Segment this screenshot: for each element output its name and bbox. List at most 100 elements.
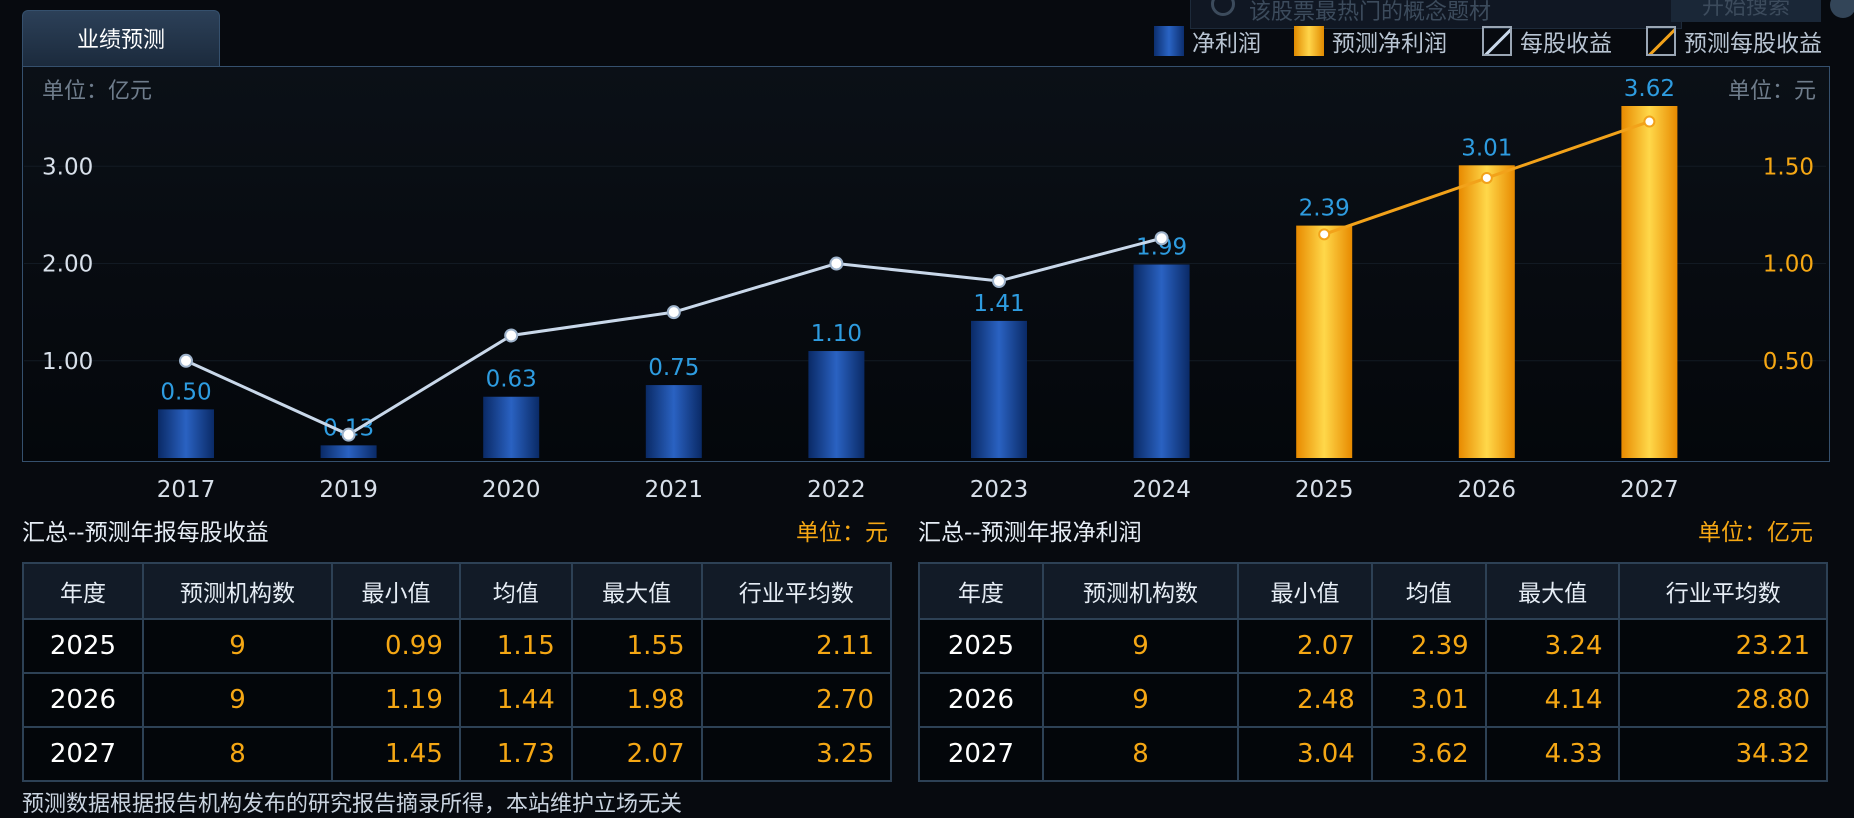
bar-value-label: 3.01	[1461, 135, 1512, 161]
table-row: 2026 9 1.19 1.44 1.98 2.70	[22, 672, 893, 728]
bar-value-label: 1.10	[811, 321, 862, 347]
table-cell: 8	[141, 726, 334, 782]
legend-forecast-eps[interactable]: 预测每股收益	[1646, 24, 1822, 58]
x-tick-label: 2023	[970, 477, 1029, 500]
search-button[interactable]: 开始搜索	[1671, 0, 1821, 22]
table-cell: 1.73	[458, 726, 573, 782]
bar-value-label: 3.62	[1624, 76, 1675, 102]
net-profit-bar	[1133, 264, 1190, 458]
table-cell: 9	[1041, 618, 1240, 674]
table-cell: 9	[141, 672, 334, 728]
left-tick-label: 3.00	[42, 154, 93, 180]
x-tick-label: 2020	[482, 477, 541, 500]
legend-label: 预测净利润	[1332, 31, 1447, 57]
table-cell: 3.62	[1370, 726, 1487, 782]
table-cell: 1.98	[570, 672, 703, 728]
column-header: 最大值	[1484, 562, 1621, 620]
table-cell: 3.01	[1370, 672, 1487, 728]
legend-label: 预测每股收益	[1684, 31, 1822, 57]
blue-bar-swatch-icon	[1154, 26, 1184, 56]
search-icon	[1211, 0, 1235, 16]
column-header: 年度	[918, 562, 1044, 620]
table-cell: 2025	[22, 618, 144, 674]
table-cell: 9	[141, 618, 334, 674]
table-cell: 2026	[22, 672, 144, 728]
eps-summary-table: 年度 预测机构数 最小值 均值 最大值 行业平均数 2025 9 0.99 1.…	[22, 562, 893, 782]
net-profit-bar	[158, 409, 214, 458]
table-cell: 3.04	[1237, 726, 1373, 782]
legend-net-profit[interactable]: 净利润	[1154, 24, 1261, 58]
table-cell: 2.70	[700, 672, 893, 728]
net-profit-bar	[808, 351, 865, 458]
x-tick-label: 2017	[157, 477, 216, 500]
table-cell: 2025	[918, 618, 1044, 674]
column-header: 最大值	[570, 562, 703, 620]
table-cell: 2.07	[570, 726, 703, 782]
table-cell: 34.32	[1618, 726, 1828, 782]
column-header: 均值	[458, 562, 573, 620]
left-tick-label: 2.00	[42, 252, 93, 278]
close-icon[interactable]	[1830, 0, 1854, 18]
x-tick-label: 2027	[1620, 477, 1679, 500]
right-tick-label: 1.50	[1763, 154, 1814, 180]
tab-performance-forecast[interactable]: 业绩预测	[22, 10, 220, 67]
table-row: 2026 9 2.48 3.01 4.14 28.80	[918, 672, 1828, 728]
footnote: 预测数据根据报告机构发布的研究报告摘录所得，本站维护立场无关	[22, 792, 683, 817]
table-cell: 8	[1041, 726, 1240, 782]
table-cell: 1.44	[458, 672, 573, 728]
table-cell: 2.39	[1370, 618, 1487, 674]
table-cell: 4.33	[1484, 726, 1621, 782]
x-tick-label: 2022	[807, 477, 866, 500]
bar-value-label: 0.75	[648, 355, 699, 381]
orange-line-swatch-icon	[1646, 26, 1676, 56]
column-header: 最小值	[331, 562, 461, 620]
column-header: 预测机构数	[1041, 562, 1240, 620]
forecast-eps-point	[1643, 115, 1656, 128]
left-tick-label: 1.00	[42, 349, 93, 375]
eps-summary-unit: 单位：元	[796, 520, 888, 546]
x-tick-label: 2024	[1132, 477, 1191, 500]
table-cell: 2027	[918, 726, 1044, 782]
table-cell: 1.19	[331, 672, 461, 728]
eps-point	[179, 353, 193, 368]
left-unit-label: 单位：亿元	[42, 79, 152, 104]
gold-bar-swatch-icon	[1294, 26, 1324, 56]
table-cell: 2026	[918, 672, 1044, 728]
white-line-swatch-icon	[1482, 26, 1512, 56]
forecast-eps-point	[1480, 171, 1493, 184]
legend-eps[interactable]: 每股收益	[1482, 24, 1612, 58]
table-cell: 2.48	[1237, 672, 1373, 728]
forecast-net-profit-bar	[1458, 165, 1515, 458]
table-row: 2027 8 1.45 1.73 2.07 3.25	[22, 726, 893, 782]
profit-summary-table: 年度 预测机构数 最小值 均值 最大值 行业平均数 2025 9 2.07 2.…	[918, 562, 1828, 782]
net-profit-bar	[971, 320, 1027, 458]
bar-value-label: 1.41	[973, 291, 1024, 317]
eps-point	[992, 274, 1006, 289]
table-row: 2027 8 3.04 3.62 4.33 34.32	[918, 726, 1828, 782]
legend-label: 净利润	[1192, 31, 1261, 57]
forecast-eps-point	[1318, 228, 1331, 241]
eps-point	[666, 305, 681, 320]
table-cell: 2027	[22, 726, 144, 782]
net-profit-bar	[645, 385, 702, 458]
bar-value-label: 2.39	[1299, 196, 1350, 222]
table-cell: 0.99	[331, 618, 461, 674]
right-tick-label: 0.50	[1763, 349, 1814, 375]
performance-chart: 单位：亿元单位：元1.002.003.000.501.001.500.500.1…	[24, 76, 1826, 500]
net-profit-bar	[483, 396, 540, 458]
eps-point	[829, 256, 844, 271]
x-tick-label: 2026	[1458, 477, 1517, 500]
x-tick-label: 2019	[319, 477, 378, 500]
forecast-net-profit-bar	[1296, 225, 1353, 458]
legend-forecast-net-profit[interactable]: 预测净利润	[1294, 24, 1447, 58]
table-cell: 2.11	[700, 618, 893, 674]
stock-search-bar[interactable]: 该股票最热门的概念题材 开始搜索	[1190, 0, 1821, 29]
right-tick-label: 1.00	[1763, 252, 1814, 278]
bar-value-label: 0.63	[486, 367, 537, 393]
column-header: 行业平均数	[1618, 562, 1828, 620]
table-cell: 3.25	[700, 726, 893, 782]
table-cell: 23.21	[1618, 618, 1828, 674]
forecast-net-profit-bar	[1621, 106, 1678, 458]
column-header: 预测机构数	[141, 562, 334, 620]
search-input[interactable]: 该股票最热门的概念题材	[1249, 0, 1492, 25]
